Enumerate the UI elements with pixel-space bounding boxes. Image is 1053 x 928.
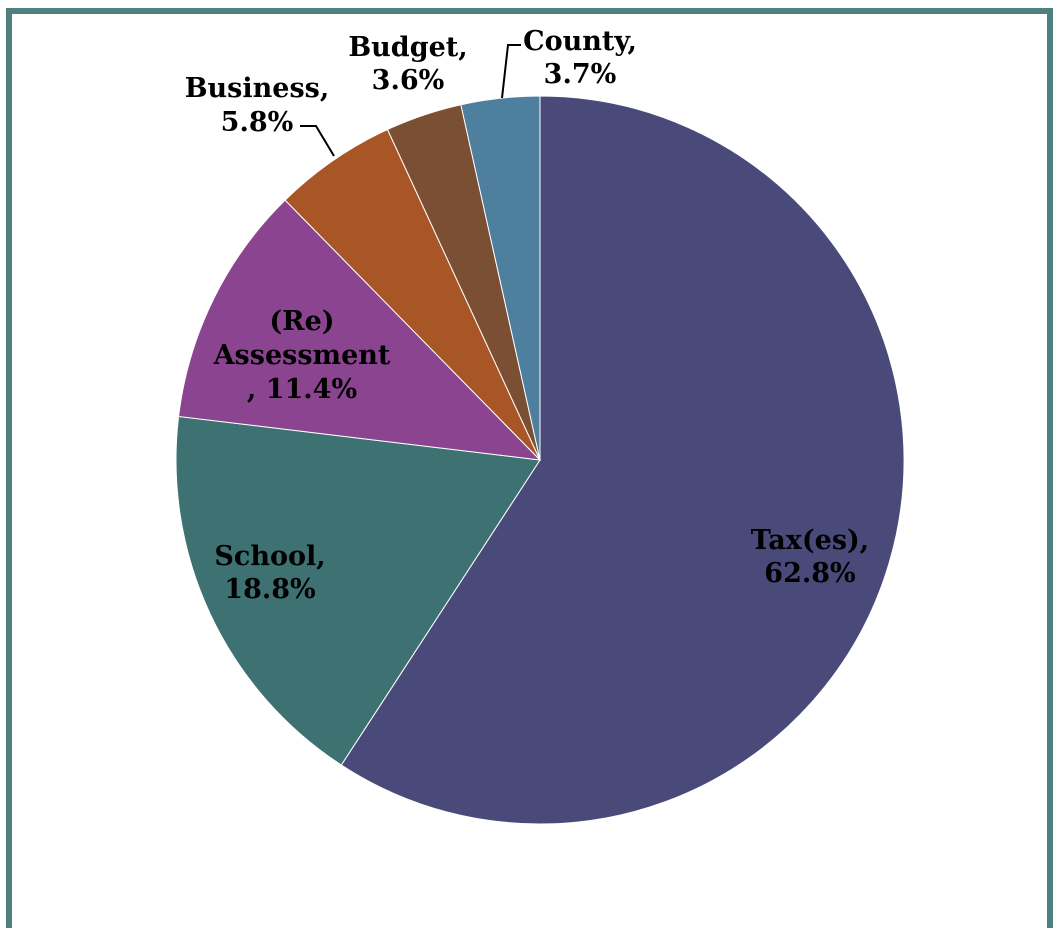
pie-slices	[175, 95, 905, 825]
leader-lines	[300, 44, 521, 157]
slice-label-business: Business, 5.8%	[185, 73, 330, 138]
slice-label-county: County, 3.7%	[523, 26, 637, 90]
slice-label-school: School, 18.8%	[214, 541, 325, 605]
slice-label-tax-es: Tax(es), 62.8%	[751, 525, 869, 589]
slice-label-re-assessment: (Re) Assessment, 11.4%	[213, 306, 391, 405]
pie-slice-re-assessment	[178, 199, 542, 461]
leader-line-county	[501, 44, 521, 99]
pie-slice-county	[460, 95, 541, 461]
pie-slice-tax-es	[340, 95, 905, 825]
pie-slice-school	[175, 415, 541, 766]
pie-chart: Tax(es), 62.8% School, 18.8% (Re) Assessment,…	[175, 26, 905, 825]
chart-frame	[6, 8, 1053, 928]
slice-labels: Tax(es), 62.8% School, 18.8% (Re) Assessment,…	[185, 26, 869, 605]
slice-label-budget: Budget, 3.6%	[348, 32, 467, 96]
leader-line-business	[300, 125, 335, 157]
